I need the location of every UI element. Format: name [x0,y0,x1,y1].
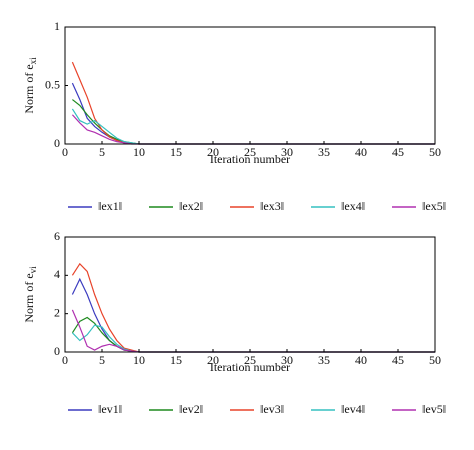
series-line [71,324,435,353]
x-tick-label: 5 [99,145,105,159]
x-tick-label: 35 [318,353,330,367]
series-line [71,82,435,145]
series-line [71,262,435,353]
legend-label: ‖ex4‖ [341,199,365,213]
y-tick-label: 6 [54,229,60,243]
series-line [71,61,435,145]
legend-label: ‖ex5‖ [422,199,446,213]
y-axis-label-sub: vi [28,266,38,274]
series-line [71,316,435,353]
x-tick-label: 20 [207,145,219,159]
y-axis-label-main: Norm of e [22,273,36,322]
y-axis-label-main: Norm of e [22,64,36,113]
series-line [71,108,435,145]
x-tick-label: 50 [429,145,441,159]
x-tick-label: 30 [281,353,293,367]
x-axis-label: Iteration number [210,360,290,374]
x-tick-label: 15 [170,145,182,159]
y-axis-label: Norm of evi [22,266,38,323]
y-tick-label: 2 [54,305,60,319]
x-tick-label: 10 [133,353,145,367]
x-tick-label: 5 [99,353,105,367]
legend-label: ‖ev4‖ [341,402,365,416]
plot-frame [64,26,436,145]
legend-label: ‖ev2‖ [179,402,203,416]
x-axis-label: Iteration number [210,152,290,166]
legend-label: ‖ex3‖ [260,199,284,213]
legend-label: ‖ev1‖ [98,402,122,416]
legend-label: ‖ev3‖ [260,402,284,416]
y-tick-label: 0 [54,136,60,150]
y-tick-label: 4 [54,267,60,281]
x-tick-label: 15 [170,353,182,367]
series-line [71,309,435,353]
x-tick-label: 0 [62,145,68,159]
y-axis-label-sub: xi [28,57,38,65]
series-line [72,99,435,145]
x-tick-label: 40 [355,145,367,159]
x-tick-label: 40 [355,353,367,367]
plot-frame [64,236,436,353]
x-tick-label: 45 [392,353,404,367]
x-tick-label: 10 [133,145,145,159]
x-tick-label: 35 [318,145,330,159]
y-tick-label: 0 [54,344,60,358]
x-tick-label: 45 [392,145,404,159]
legend-label: ‖ev5‖ [422,402,446,416]
y-tick-label: 0.5 [45,77,60,91]
x-tick-label: 25 [244,145,256,159]
x-tick-label: 25 [244,353,256,367]
y-tick-label: 1 [54,19,60,33]
legend-label: ‖ex1‖ [98,199,122,213]
series-line [71,277,435,353]
x-tick-label: 0 [62,353,68,367]
series-line [71,114,435,145]
x-tick-label: 50 [429,353,441,367]
x-tick-label: 20 [207,353,219,367]
legend-label: ‖ex2‖ [179,199,203,213]
y-axis-label: Norm of exi [22,57,38,114]
x-tick-label: 30 [281,145,293,159]
